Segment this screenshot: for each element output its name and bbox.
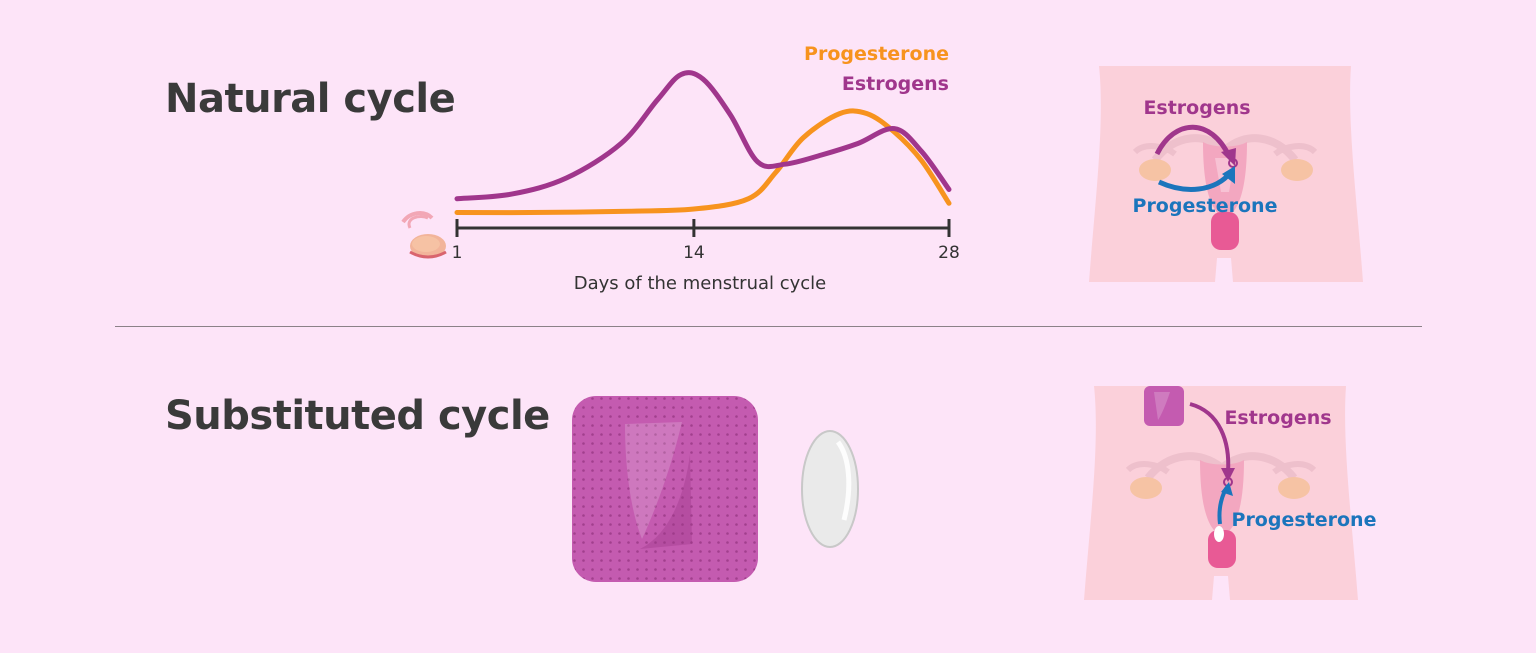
natural-progesterone-label: Progesterone	[1133, 195, 1278, 217]
natural-body-diagram: Estrogens Progesterone	[1089, 66, 1363, 282]
estrogens-line	[454, 70, 952, 202]
substituted-body-diagram: Estrogens Progesterone	[1084, 386, 1377, 600]
x-tick-label: 1	[452, 243, 463, 263]
section-divider	[115, 326, 1422, 327]
mini-patch-icon	[1144, 386, 1184, 426]
progesterone-line	[454, 108, 952, 216]
estrogen-patch-icon	[572, 396, 758, 582]
substituted-cycle-title: Substituted cycle	[165, 393, 550, 439]
x-axis-label: Days of the menstrual cycle	[574, 273, 827, 294]
hormone-chart: 1 14 28 Days of the menstrual cycle Proges…	[401, 43, 960, 294]
x-tick-label: 28	[938, 243, 960, 263]
substituted-estrogens-label: Estrogens	[1224, 407, 1331, 429]
legend-progesterone: Progesterone	[804, 43, 949, 65]
natural-estrogens-label: Estrogens	[1143, 97, 1250, 119]
legend-estrogens: Estrogens	[842, 73, 949, 95]
estrogens-arrow-2	[1189, 402, 1231, 473]
natural-cycle-title: Natural cycle	[165, 76, 456, 122]
x-tick-label: 14	[683, 243, 705, 263]
estrogens-arrow	[1154, 124, 1232, 158]
progesterone-arrow	[1157, 170, 1233, 192]
ovary-icon	[401, 211, 447, 259]
progesterone-capsule-icon	[801, 430, 859, 548]
substituted-progesterone-label: Progesterone	[1232, 509, 1377, 531]
